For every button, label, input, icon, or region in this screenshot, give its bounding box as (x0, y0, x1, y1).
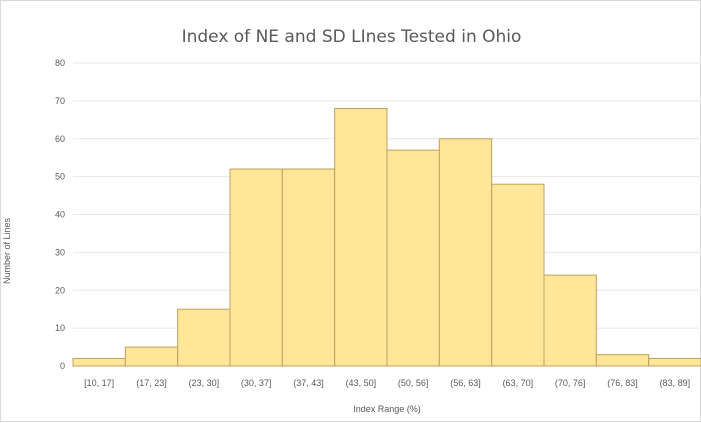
x-tick-label: (56, 63] (450, 378, 481, 388)
x-axis-label: Index Range (%) (353, 404, 421, 414)
bar (648, 357, 701, 367)
bar (543, 274, 597, 367)
x-tick-label: (43, 50] (346, 378, 377, 388)
x-tick-label: (76, 83] (607, 378, 638, 388)
y-tick-label: 60 (55, 134, 65, 144)
x-tick-label: (63, 70] (503, 378, 534, 388)
x-tick-label: [10, 17] (84, 378, 114, 388)
bar (229, 168, 283, 367)
bar (334, 107, 388, 367)
bar (281, 168, 336, 367)
y-tick-label: 0 (60, 361, 65, 371)
y-tick-label: 70 (55, 96, 65, 106)
bar (386, 149, 440, 367)
y-tick-label: 10 (55, 323, 65, 333)
x-tick-label: (30, 37] (241, 378, 272, 388)
y-tick-label: 50 (55, 172, 65, 182)
y-tick-label: 80 (55, 58, 65, 68)
y-tick-label: 20 (55, 285, 65, 295)
y-tick-label: 30 (55, 247, 65, 257)
bar (177, 308, 231, 367)
x-tick-label: (17, 23] (136, 378, 167, 388)
bar (595, 354, 650, 367)
x-tick-label: (50, 56] (398, 378, 429, 388)
x-tick-label: (37, 43] (293, 378, 324, 388)
bar (491, 183, 545, 367)
bar (438, 138, 493, 367)
x-tick-label: (83, 89] (660, 378, 691, 388)
bar (72, 357, 126, 367)
x-tick-label: (70, 76] (555, 378, 586, 388)
bar (124, 346, 179, 367)
chart-title: Index of NE and SD LInes Tested in Ohio (181, 27, 522, 47)
x-tick-label: (23, 30] (189, 378, 220, 388)
y-tick-label: 40 (55, 210, 65, 220)
